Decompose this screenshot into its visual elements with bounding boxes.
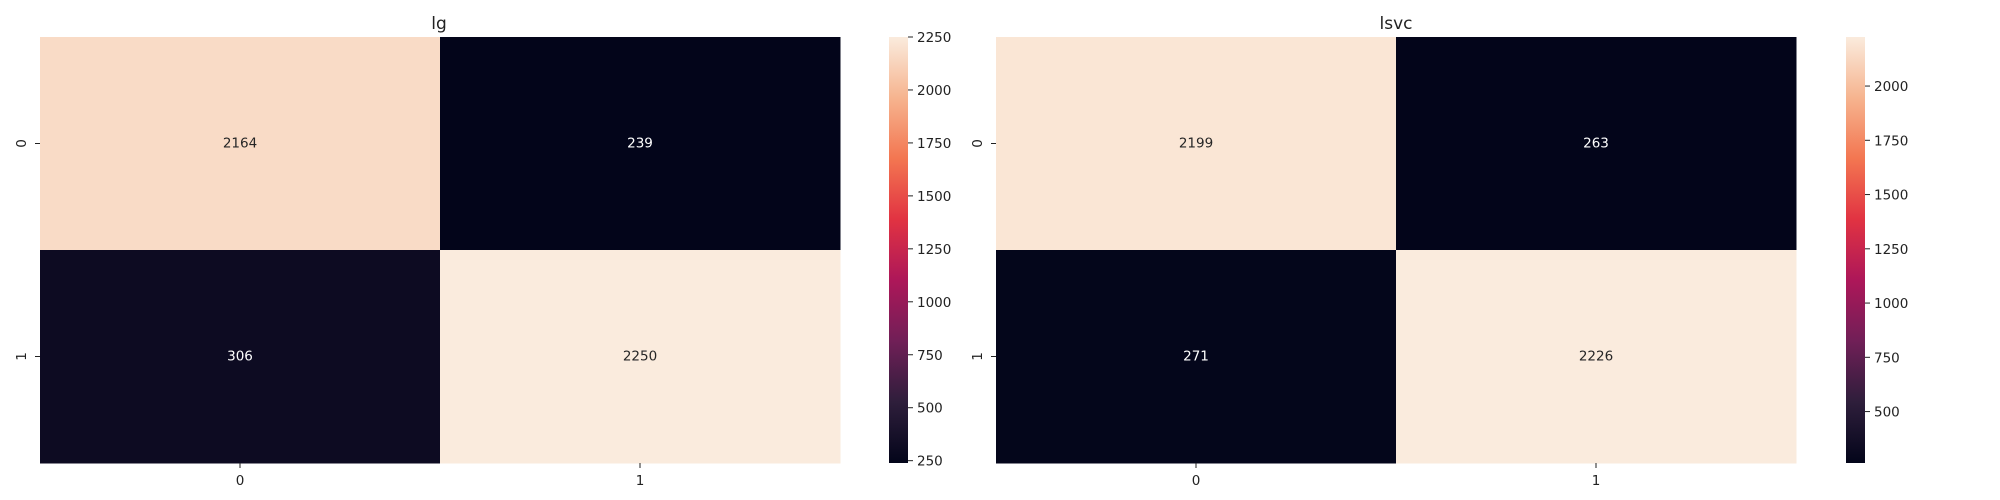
colorbar-tick-label: 1500 [1874,188,1908,204]
colorbar-tick-label: 2000 [1874,79,1908,95]
colorbar-tick-label: 500 [917,401,943,417]
heatmap-cell [996,250,1397,464]
cell-value-label: 306 [227,349,253,365]
heatmap-cell [440,250,841,464]
x-tick-label: 1 [636,473,645,489]
colorbar-tick-label: 1000 [1874,296,1908,312]
x-tick-label: 0 [236,473,245,489]
colorbar-tick-label: 2000 [917,83,951,99]
colorbar [1846,37,1865,463]
colorbar-tick-label: 1750 [1874,133,1908,149]
heatmap-cell [1396,37,1797,251]
y-tick-label: 0 [14,139,30,148]
colorbar-tick-label: 500 [1874,405,1900,421]
cell-value-label: 239 [627,136,653,152]
heatmap-cell [996,37,1397,251]
y-tick-label: 1 [14,352,30,361]
chart-title: lsvc [1380,14,1413,34]
x-tick-label: 1 [1592,473,1601,489]
cell-value-label: 263 [1583,136,1609,152]
y-tick-label: 0 [970,139,986,148]
heatmap-cell [1396,250,1797,464]
colorbar-tick-label: 1750 [917,136,951,152]
cell-value-label: 2199 [1179,136,1213,152]
heatmap-cell [40,250,441,464]
colorbar-tick-label: 1500 [917,189,951,205]
y-tick-label: 1 [970,352,986,361]
cell-value-label: 2164 [223,136,257,152]
colorbar-tick-label: 250 [917,454,943,470]
chart-title: lg [431,14,447,34]
x-tick-label: 0 [1192,473,1201,489]
colorbar [889,37,908,463]
colorbar-tick-label: 1000 [917,295,951,311]
colorbar-tick-label: 1250 [917,242,951,258]
cell-value-label: 2250 [623,349,657,365]
colorbar-tick-label: 750 [917,348,943,364]
colorbar-tick-label: 2250 [917,30,951,46]
cell-value-label: 271 [1183,349,1209,365]
heatmap-cell [40,37,441,251]
cell-value-label: 2226 [1579,349,1613,365]
colorbar-tick-label: 1250 [1874,242,1908,258]
colorbar-tick-label: 750 [1874,350,1900,366]
heatmap-cell [440,37,841,251]
